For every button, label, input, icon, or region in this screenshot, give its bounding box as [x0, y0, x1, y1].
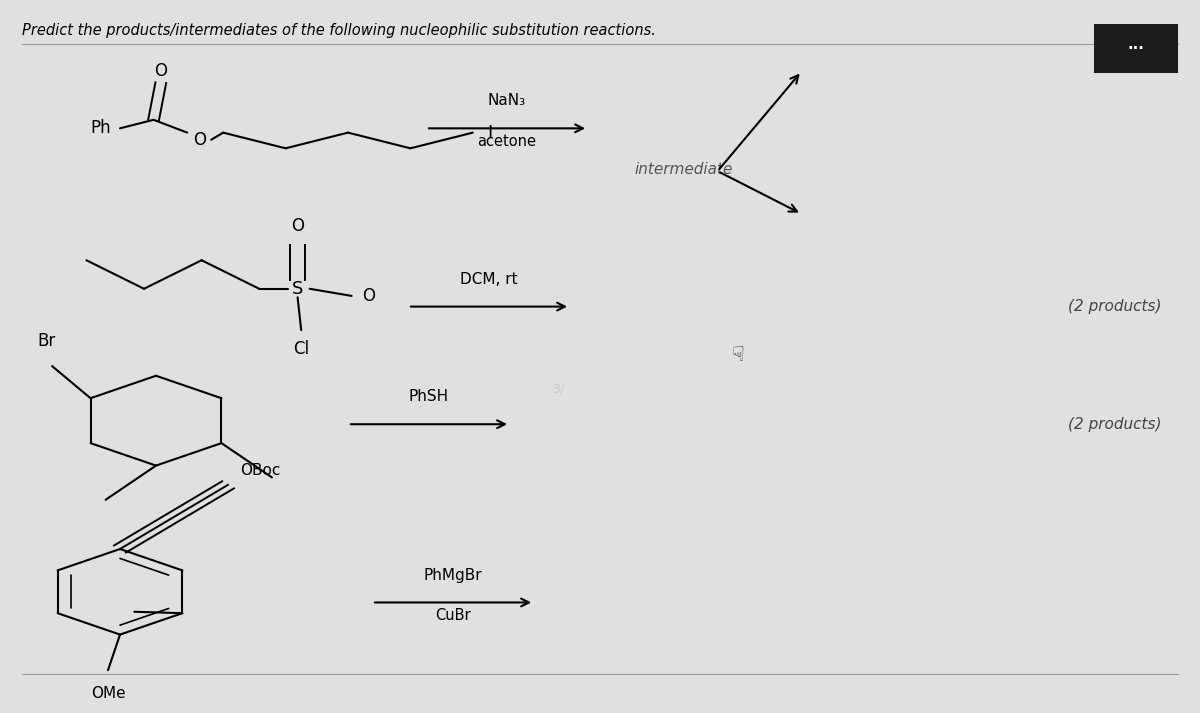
Text: PhSH: PhSH [409, 389, 449, 404]
Text: ☟: ☟ [732, 345, 744, 365]
Text: CuBr: CuBr [436, 608, 470, 623]
Text: (2 products): (2 products) [1068, 299, 1162, 314]
Text: O: O [292, 217, 304, 235]
Text: I: I [487, 123, 492, 142]
Text: Ph: Ph [90, 119, 110, 138]
Text: ···: ··· [1128, 41, 1145, 56]
Text: 3/: 3/ [552, 382, 564, 395]
Bar [1094, 24, 1178, 73]
Text: Predict the products/intermediates of the following nucleophilic substitution re: Predict the products/intermediates of th… [22, 23, 655, 38]
Text: S: S [292, 279, 304, 298]
Text: intermediate: intermediate [635, 162, 733, 177]
Text: OMe: OMe [91, 686, 125, 701]
Text: acetone: acetone [478, 134, 536, 149]
Text: O: O [362, 287, 374, 305]
Text: NaN₃: NaN₃ [488, 93, 526, 108]
Text: Br: Br [37, 332, 55, 351]
Text: O: O [155, 62, 167, 81]
Text: OBoc: OBoc [240, 463, 281, 478]
Text: DCM, rt: DCM, rt [460, 272, 518, 287]
Text: PhMgBr: PhMgBr [424, 568, 482, 583]
Text: Cl: Cl [293, 339, 310, 358]
Text: O: O [193, 130, 205, 149]
Text: (2 products): (2 products) [1068, 416, 1162, 432]
